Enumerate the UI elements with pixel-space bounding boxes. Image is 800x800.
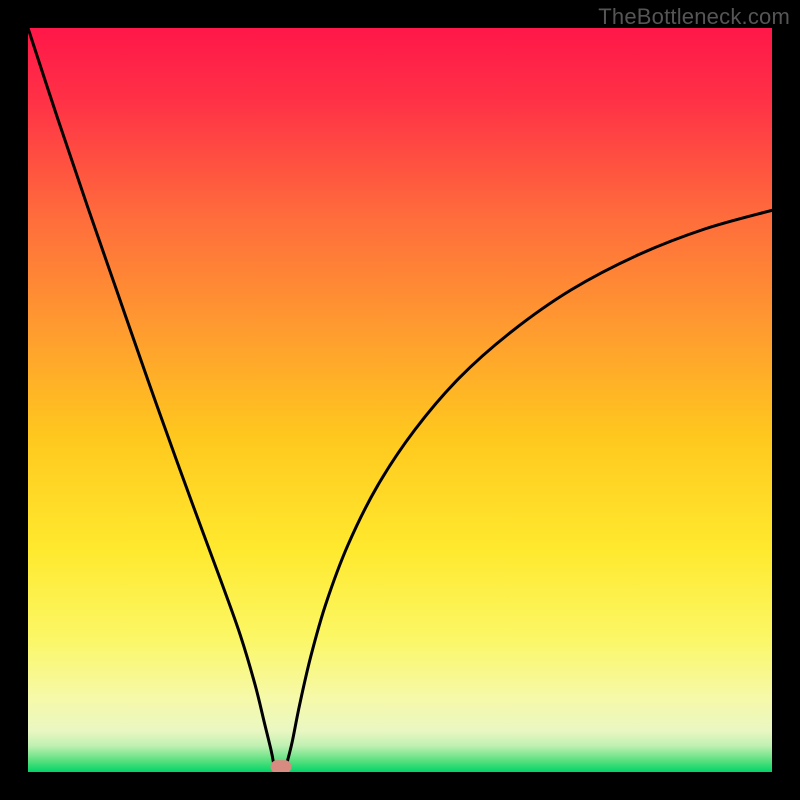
plot-svg <box>28 28 772 772</box>
chart-frame: TheBottleneck.com <box>0 0 800 800</box>
optimum-marker <box>271 760 292 772</box>
watermark-text: TheBottleneck.com <box>598 4 790 30</box>
gradient-background <box>28 28 772 772</box>
plot-area <box>28 28 772 772</box>
